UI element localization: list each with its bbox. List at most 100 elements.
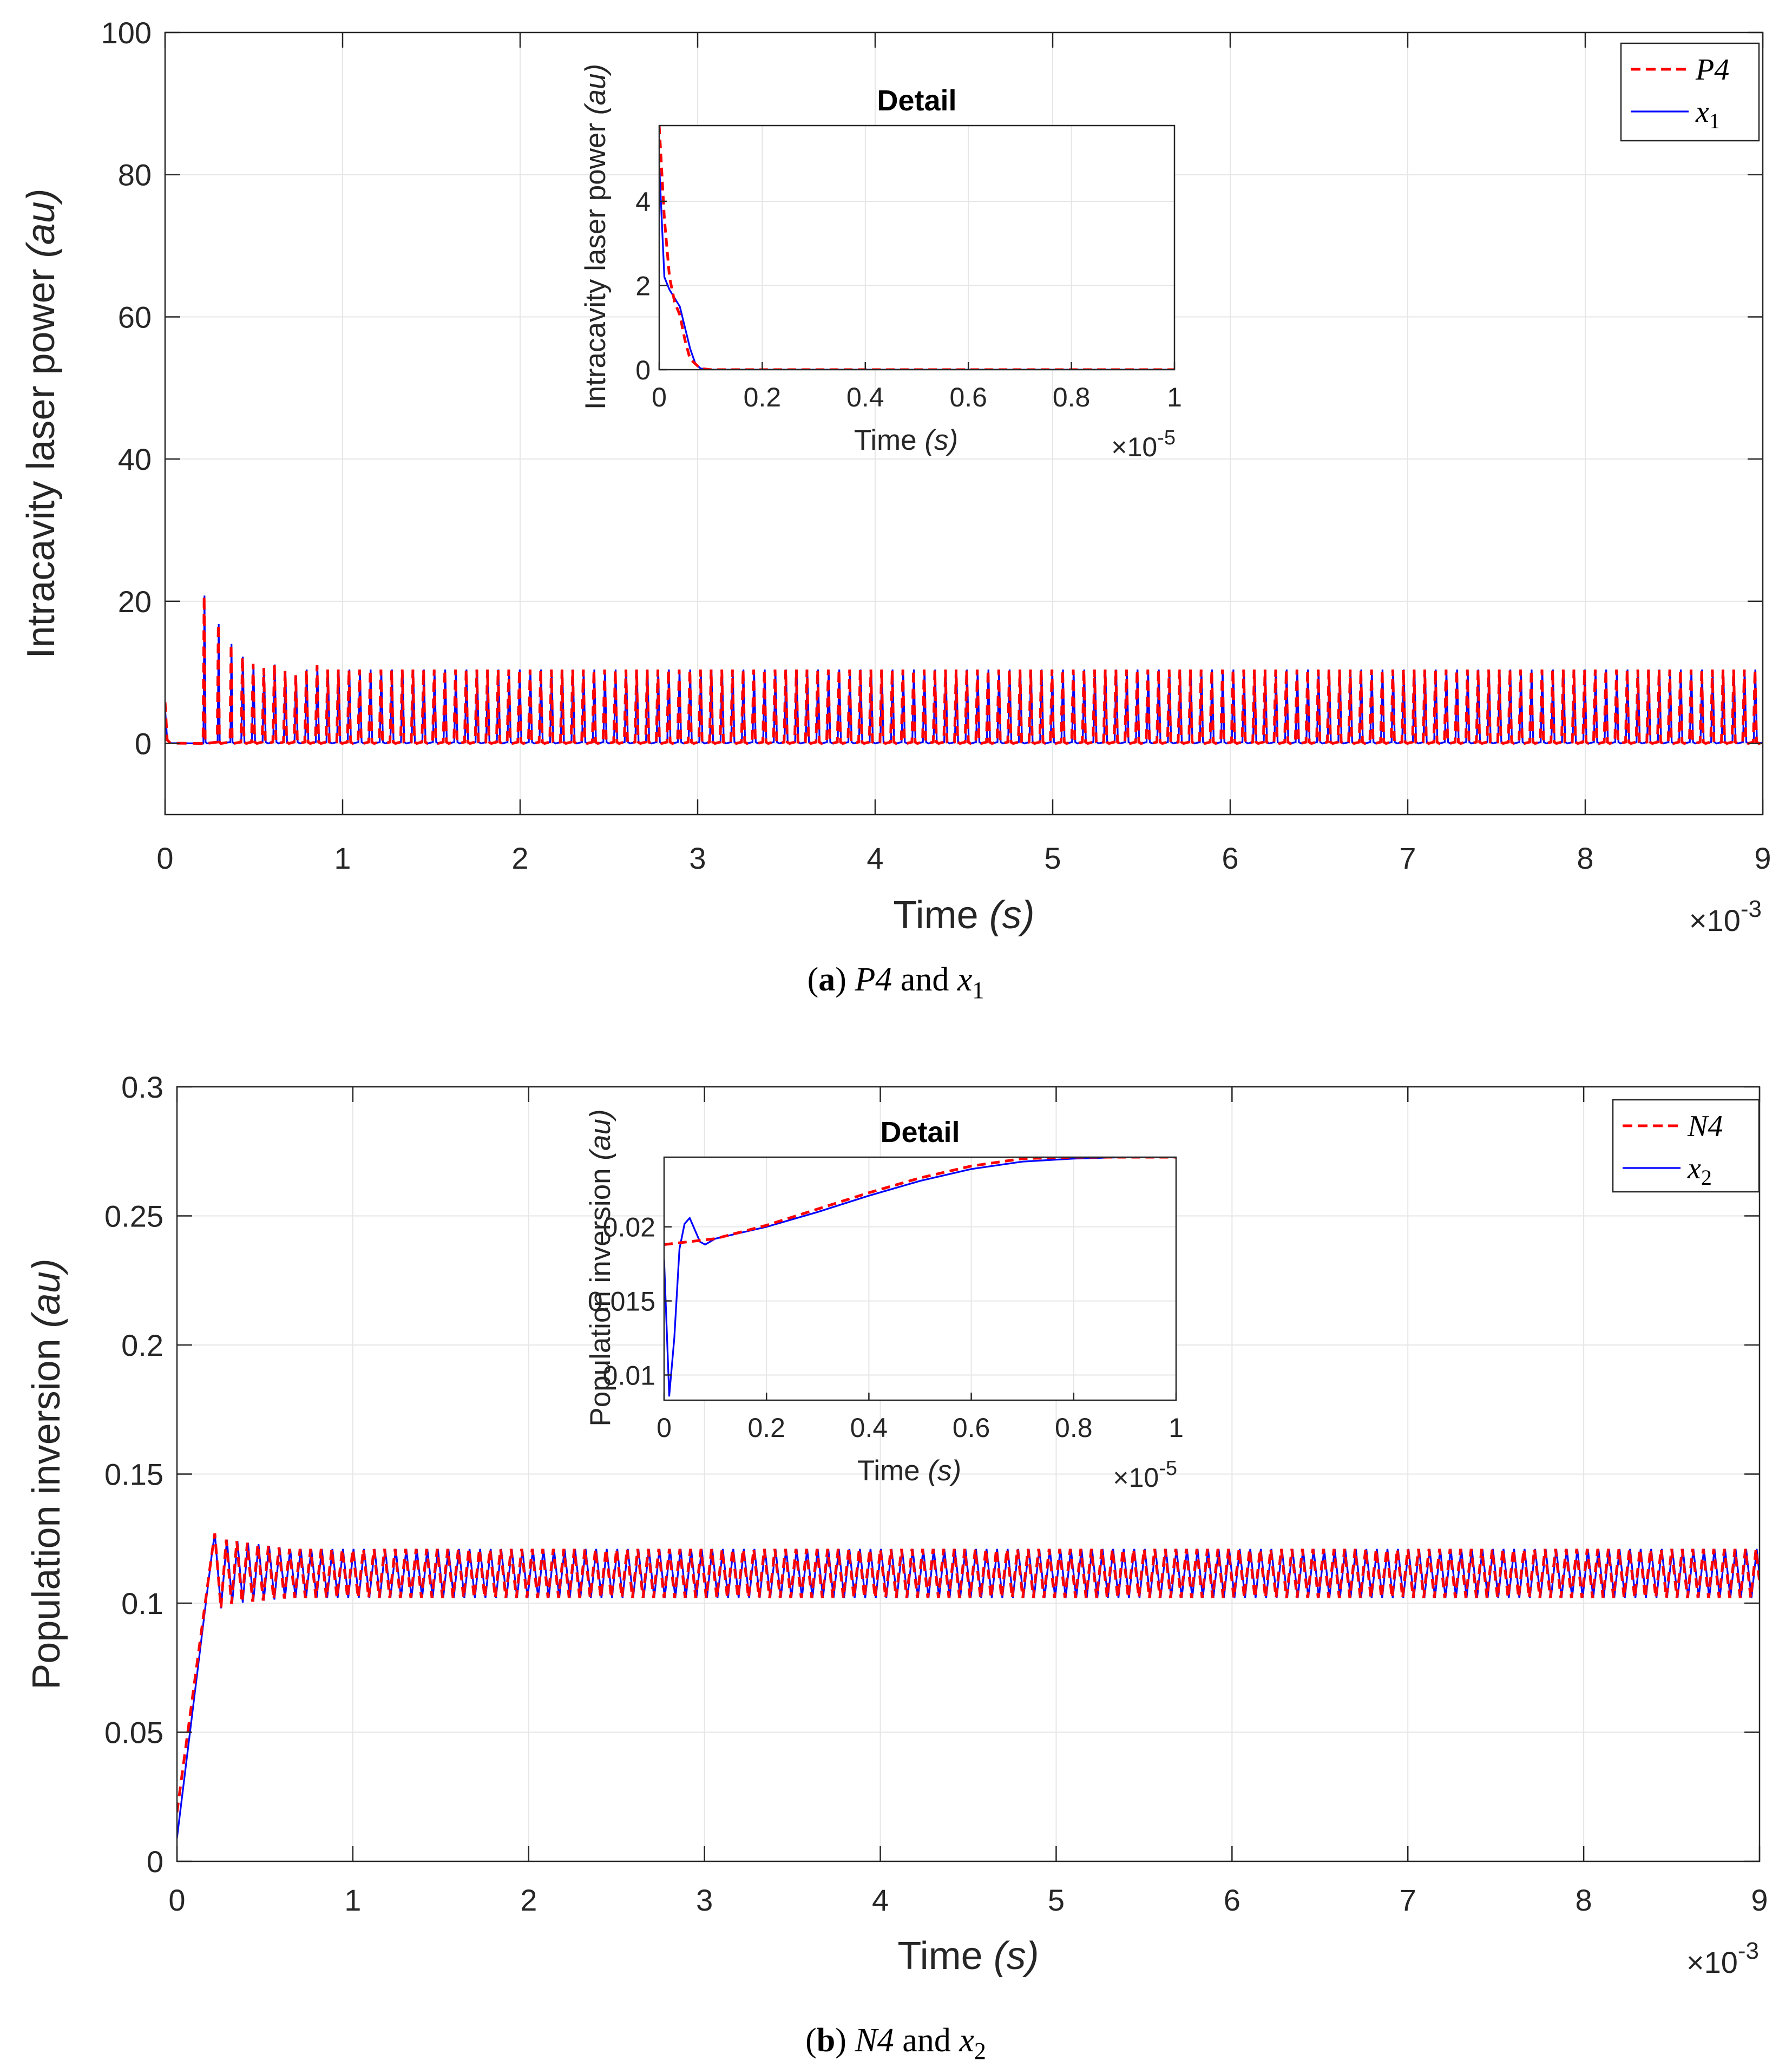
multiplier-exponent: -3 <box>1741 896 1762 922</box>
y-axis-label: Intracavity laser power (au) <box>19 188 63 658</box>
inset-y-tick-label: 0.01 <box>603 1360 655 1390</box>
x-tick-label: 8 <box>1576 1883 1592 1917</box>
x-tick-label: 6 <box>1222 841 1238 875</box>
inset-x-tick-label: 1 <box>1169 1413 1184 1443</box>
inset-x-tick-label: 0.6 <box>953 1413 990 1443</box>
x-tick-label: 0 <box>156 841 173 875</box>
caption-a: (a) P4 and x1 <box>808 961 984 1003</box>
inset-x-tick-label: 0.8 <box>1053 382 1091 412</box>
inset-y-axis-label: Intracavity laser power (au) <box>580 64 612 410</box>
x-tick-label: 9 <box>1754 841 1771 875</box>
caption-b: (b) N4 and x2 <box>805 2022 986 2064</box>
inset-x-tick-label: 0.2 <box>747 1413 785 1443</box>
x-axis-label-unit: (s) <box>989 894 1035 937</box>
inset-x-label-unit: (s) <box>924 424 958 456</box>
x-axis-label-text: Time <box>893 894 989 937</box>
y-tick-label: 40 <box>118 442 152 476</box>
x-tick-label: 5 <box>1044 841 1061 875</box>
inset-x-label-text: Time <box>854 424 925 456</box>
panel-b-chart: 0 1 2 3 4 5 6 7 8 9 0 0.05 0.1 0.15 0.2 0.25 0.3 Time (s)… <box>25 1070 1768 1979</box>
inset-x-tick-label: 0 <box>652 382 667 412</box>
caption-var1: P4 <box>854 961 892 998</box>
caption-and: and <box>892 961 957 998</box>
legend-label-base: P4 <box>1695 53 1729 87</box>
inset-chart: 0 0.2 0.4 0.6 0.8 1 0.01 0.015 0.02 Detail Time (s… <box>585 1109 1184 1493</box>
x-axis-label: Time (s) <box>893 894 1034 937</box>
legend-label-n4: N4 <box>1687 1110 1723 1143</box>
y-tick-label: 0 <box>135 727 152 761</box>
inset-chart: 0 0.2 0.4 0.6 0.8 1 0 2 4 Detail Time (s) Intracavi… <box>580 64 1182 462</box>
inset-y-label-unit: (au) <box>585 1109 616 1160</box>
inset-y-tick-label: 0.015 <box>588 1287 655 1317</box>
x-axis-label: Time (s) <box>897 1934 1039 1978</box>
inset-series-line-p4 <box>659 126 1174 370</box>
y-tick-label: 80 <box>118 158 152 192</box>
inset-y-tick-label: 4 <box>635 187 651 217</box>
y-tick-label: 60 <box>118 300 152 334</box>
inset-axes-box <box>663 1156 1177 1401</box>
inset-x-tick-label: 0.4 <box>850 1413 888 1443</box>
inset-background <box>659 126 1174 370</box>
y-tick-label: 0.25 <box>104 1199 163 1233</box>
inset-x-tick-label: 0.2 <box>744 382 782 412</box>
inset-x-tick-label: 0.8 <box>1055 1413 1093 1443</box>
inset-title: Detail <box>880 1116 960 1149</box>
inset-x-axis-label: Time (s) <box>854 424 958 456</box>
inset-y-tick-label: 2 <box>635 271 651 301</box>
y-tick-label: 100 <box>101 16 152 50</box>
inset-x-label-unit: (s) <box>928 1455 961 1487</box>
inset-x-tick-label: 0.6 <box>949 382 987 412</box>
inset-y-label-unit: (au) <box>580 64 612 115</box>
multiplier-base: ×10 <box>1689 903 1741 937</box>
axes-box <box>164 31 1764 816</box>
inset-x-tick-label: 1 <box>1167 382 1182 412</box>
x-tick-label: 0 <box>168 1883 185 1917</box>
caption-paren: ) <box>835 2022 855 2059</box>
caption-and: and <box>894 2022 960 2059</box>
inset-x-label-text: Time <box>857 1455 928 1487</box>
inset-x-multiplier: ×10-5 <box>1111 426 1176 462</box>
inset-x-axis-label: Time (s) <box>857 1455 961 1487</box>
inset-multiplier-base: ×10 <box>1111 432 1157 462</box>
x-tick-label: 3 <box>689 841 706 875</box>
legend-label-base: N4 <box>1687 1110 1723 1143</box>
caption-var2-subscript: 2 <box>974 2038 986 2064</box>
y-tick-label: 0 <box>147 1845 163 1879</box>
inset-x-tick-label: 0.4 <box>846 382 884 412</box>
y-tick-label: 0.1 <box>121 1586 163 1620</box>
caption-var2: x <box>957 961 973 998</box>
x-tick-label: 5 <box>1048 1883 1065 1917</box>
inset-background <box>664 1157 1176 1400</box>
inset-series-line-x1 <box>659 163 1174 370</box>
x-tick-label: 2 <box>511 841 528 875</box>
inset-multiplier-base: ×10 <box>1113 1462 1159 1493</box>
x-tick-label: 3 <box>696 1883 713 1917</box>
inset-axes-box <box>658 124 1176 371</box>
series-line-p4 <box>165 595 1763 745</box>
inset-multiplier-exponent: -5 <box>1159 1457 1177 1480</box>
x-tick-label: 6 <box>1224 1883 1240 1917</box>
y-axis-label-unit: (au) <box>25 1258 68 1328</box>
caption-var1: N4 <box>854 2022 894 2059</box>
y-tick-label: 0.05 <box>104 1716 163 1750</box>
x-tick-label: 7 <box>1400 1883 1416 1917</box>
caption-label: b <box>817 2022 835 2059</box>
x-tick-label: 7 <box>1399 841 1416 875</box>
x-axis-multiplier: ×10-3 <box>1686 1938 1759 1979</box>
y-tick-label: 0.15 <box>104 1458 163 1492</box>
legend-label-base: x <box>1695 95 1709 129</box>
inset-y-label-text: Intracavity laser power <box>580 115 612 410</box>
x-tick-label: 2 <box>520 1883 537 1917</box>
multiplier-base: ×10 <box>1686 1945 1738 1979</box>
series-line-x1 <box>165 595 1763 745</box>
y-axis-label-text: Population inversion <box>25 1328 68 1689</box>
legend-label-p4: P4 <box>1695 53 1729 87</box>
legend-label-subscript: 2 <box>1701 1165 1712 1190</box>
series-line-x2 <box>177 1533 1760 1839</box>
legend-box <box>1612 1099 1760 1193</box>
legend-box <box>1620 42 1760 142</box>
inset-x-multiplier: ×10-5 <box>1113 1457 1177 1493</box>
x-tick-label: 4 <box>867 841 883 875</box>
y-tick-label: 0.2 <box>121 1328 163 1362</box>
